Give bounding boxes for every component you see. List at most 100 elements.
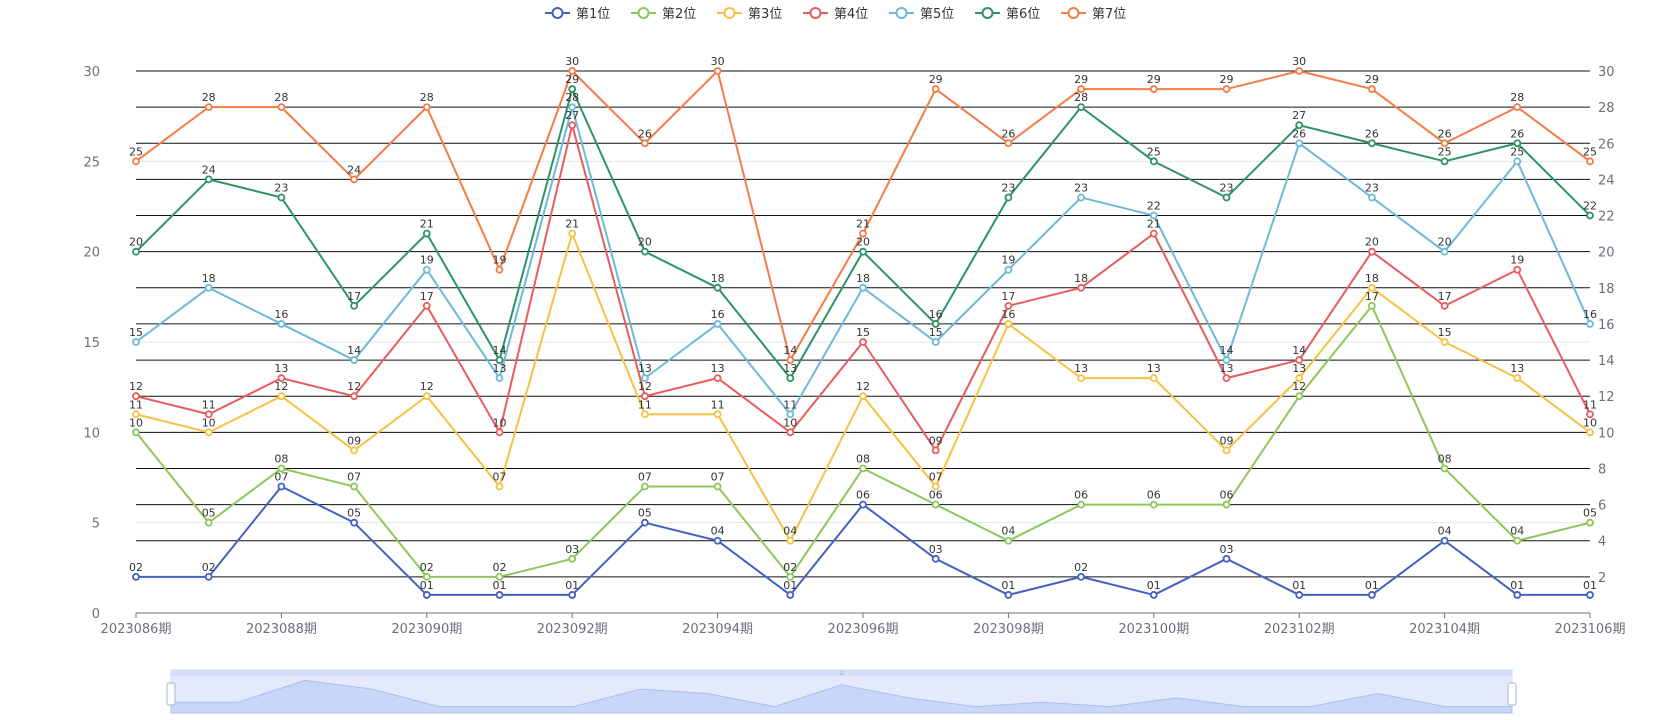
data-point[interactable] bbox=[132, 392, 140, 401]
data-point[interactable] bbox=[350, 518, 359, 527]
data-point[interactable] bbox=[1586, 320, 1594, 328]
legend-item[interactable]: 第7位 bbox=[1061, 7, 1126, 22]
data-point[interactable] bbox=[1440, 536, 1449, 545]
data-point[interactable] bbox=[1440, 247, 1449, 256]
data-point[interactable] bbox=[277, 103, 286, 112]
data-point[interactable] bbox=[1368, 85, 1376, 93]
data-point[interactable] bbox=[713, 482, 722, 491]
data-point[interactable] bbox=[859, 338, 867, 346]
legend-item[interactable]: 第2位 bbox=[631, 7, 696, 22]
data-point[interactable] bbox=[1004, 193, 1013, 202]
data-point[interactable] bbox=[931, 338, 940, 346]
data-point[interactable] bbox=[859, 464, 867, 473]
data-point[interactable] bbox=[1004, 301, 1013, 310]
data-point[interactable] bbox=[204, 283, 213, 292]
data-point[interactable] bbox=[568, 85, 577, 93]
data-point[interactable] bbox=[568, 229, 577, 238]
legend-item[interactable]: 第1位 bbox=[545, 7, 610, 22]
data-point[interactable] bbox=[1149, 229, 1158, 238]
data-point[interactable] bbox=[1222, 374, 1231, 383]
data-point[interactable] bbox=[1004, 139, 1013, 148]
data-point[interactable] bbox=[495, 265, 504, 274]
data-point[interactable] bbox=[350, 482, 359, 491]
data-point[interactable] bbox=[495, 482, 504, 491]
data-point[interactable] bbox=[786, 428, 795, 437]
data-point[interactable] bbox=[1586, 518, 1594, 527]
data-point[interactable] bbox=[1222, 85, 1231, 93]
legend-item[interactable]: 第6位 bbox=[975, 7, 1040, 22]
data-point[interactable] bbox=[422, 265, 431, 274]
data-point[interactable] bbox=[713, 374, 722, 383]
data-point[interactable] bbox=[495, 356, 504, 364]
data-point[interactable] bbox=[641, 247, 649, 256]
data-point[interactable] bbox=[495, 572, 504, 581]
data-point[interactable] bbox=[1077, 283, 1085, 292]
data-point[interactable] bbox=[713, 536, 722, 545]
legend-item[interactable]: 第5位 bbox=[889, 7, 954, 22]
data-point[interactable] bbox=[422, 392, 431, 401]
data-point[interactable] bbox=[568, 103, 577, 112]
data-point[interactable] bbox=[1586, 428, 1594, 437]
data-point[interactable] bbox=[641, 139, 649, 148]
data-point[interactable] bbox=[713, 283, 722, 292]
data-point[interactable] bbox=[277, 482, 286, 491]
data-point[interactable] bbox=[1513, 374, 1522, 383]
data-point[interactable] bbox=[641, 374, 649, 383]
data-point[interactable] bbox=[1004, 265, 1013, 274]
data-point[interactable] bbox=[422, 301, 431, 310]
zoom-handle-right[interactable] bbox=[1507, 682, 1517, 706]
data-point[interactable] bbox=[859, 247, 867, 256]
data-point[interactable] bbox=[931, 85, 940, 93]
data-point[interactable] bbox=[1077, 500, 1085, 509]
data-point[interactable] bbox=[1077, 374, 1085, 383]
data-point[interactable] bbox=[1368, 301, 1376, 310]
data-point[interactable] bbox=[713, 320, 722, 328]
data-point[interactable] bbox=[1077, 193, 1085, 202]
data-point[interactable] bbox=[1149, 374, 1158, 383]
data-point[interactable] bbox=[713, 410, 722, 419]
data-point[interactable] bbox=[132, 157, 140, 166]
data-point[interactable] bbox=[422, 591, 431, 599]
legend-item[interactable]: 第3位 bbox=[717, 7, 782, 22]
data-point[interactable] bbox=[1004, 320, 1013, 328]
data-point[interactable] bbox=[1440, 157, 1449, 166]
data-point[interactable] bbox=[1513, 139, 1522, 148]
data-point[interactable] bbox=[1004, 591, 1013, 599]
data-point[interactable] bbox=[1368, 139, 1376, 148]
data-point[interactable] bbox=[931, 500, 940, 509]
data-point[interactable] bbox=[1295, 392, 1304, 401]
data-point[interactable] bbox=[422, 229, 431, 238]
data-point[interactable] bbox=[204, 428, 213, 437]
data-point[interactable] bbox=[132, 338, 140, 346]
data-point[interactable] bbox=[641, 482, 649, 491]
data-point[interactable] bbox=[422, 103, 431, 112]
data-point[interactable] bbox=[1149, 591, 1158, 599]
data-point[interactable] bbox=[495, 591, 504, 599]
data-point[interactable] bbox=[1149, 85, 1158, 93]
data-point[interactable] bbox=[132, 410, 140, 419]
legend-item[interactable]: 第4位 bbox=[803, 7, 868, 22]
data-point[interactable] bbox=[204, 103, 213, 112]
data-point[interactable] bbox=[1440, 139, 1449, 148]
zoom-handle-left[interactable] bbox=[166, 682, 176, 706]
data-point[interactable] bbox=[931, 482, 940, 491]
data-point[interactable] bbox=[1295, 121, 1304, 130]
data-point[interactable] bbox=[204, 518, 213, 527]
data-point[interactable] bbox=[641, 518, 649, 527]
data-point[interactable] bbox=[277, 320, 286, 328]
data-point[interactable] bbox=[350, 392, 359, 401]
data-point[interactable] bbox=[1513, 265, 1522, 274]
data-point[interactable] bbox=[204, 175, 213, 184]
data-point[interactable] bbox=[422, 572, 431, 581]
data-point[interactable] bbox=[1295, 374, 1304, 383]
data-point[interactable] bbox=[350, 446, 359, 455]
data-point[interactable] bbox=[1077, 572, 1085, 581]
data-point[interactable] bbox=[931, 446, 940, 455]
data-point[interactable] bbox=[132, 572, 140, 581]
data-point[interactable] bbox=[1222, 554, 1231, 563]
data-point[interactable] bbox=[786, 591, 795, 599]
data-point[interactable] bbox=[1440, 338, 1449, 346]
data-point[interactable] bbox=[786, 374, 795, 383]
data-point[interactable] bbox=[1513, 536, 1522, 545]
data-point[interactable] bbox=[1149, 157, 1158, 166]
